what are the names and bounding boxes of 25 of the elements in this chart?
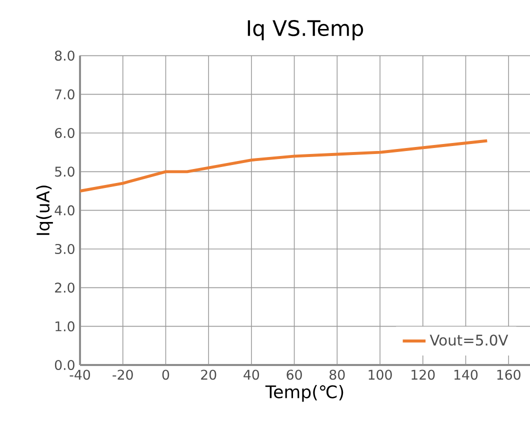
y-tick-label: 6.0: [55, 128, 74, 138]
x-axis-title: Temp(℃): [265, 384, 344, 402]
x-tick-label: 120: [412, 370, 435, 380]
y-tick-label: 1.0: [56, 321, 74, 332]
y-tick-label: 4.0: [54, 205, 74, 216]
y-tick-label: 0.0: [54, 360, 74, 370]
x-tick-label: 140: [454, 370, 478, 380]
y-tick-label: 5.0: [55, 166, 74, 177]
y-tick-label: 2.0: [55, 282, 74, 293]
x-tick-label: 20: [201, 370, 216, 380]
x-tick-label: 100: [368, 370, 392, 380]
y-tick-label: 3.0: [55, 244, 74, 254]
chart-title: Iq VS.Temp: [248, 20, 364, 40]
y-tick-label: 7.0: [55, 89, 74, 100]
x-tick-label: 40: [244, 370, 260, 380]
y-tick-label: 8.0: [54, 50, 74, 61]
x-tick-label: -40: [70, 370, 90, 380]
legend-label: Vout=5.0V: [430, 334, 508, 346]
x-tick-label: 60: [286, 370, 302, 380]
x-tick-label: -20: [112, 370, 133, 380]
x-tick-label: 80: [330, 370, 345, 380]
line-series: [80, 139, 489, 192]
x-tick-label: 0: [162, 370, 170, 380]
y-axis-title: Iq(uA): [36, 186, 53, 235]
x-tick-label: 160: [497, 370, 520, 380]
